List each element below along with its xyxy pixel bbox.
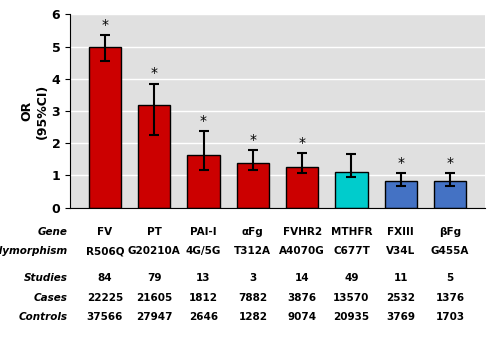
Text: 1812: 1812 [189, 293, 218, 303]
Text: 20935: 20935 [334, 312, 370, 322]
Bar [188, 155, 220, 208]
Text: Gene: Gene [38, 227, 68, 237]
Text: 11: 11 [394, 274, 408, 284]
Text: *: * [398, 156, 404, 170]
Text: Studies: Studies [24, 274, 68, 284]
Text: 4G/5G: 4G/5G [186, 246, 221, 256]
Text: Cases: Cases [34, 293, 68, 303]
Text: *: * [102, 18, 108, 32]
Text: 22225: 22225 [87, 293, 123, 303]
Text: Controls: Controls [19, 312, 68, 322]
Text: *: * [298, 136, 306, 150]
Text: βFg: βFg [439, 227, 461, 237]
Bar [89, 47, 121, 208]
Text: 2532: 2532 [386, 293, 416, 303]
Text: 1703: 1703 [436, 312, 464, 322]
Text: 7882: 7882 [238, 293, 268, 303]
Text: *: * [200, 114, 207, 128]
Text: 13570: 13570 [334, 293, 370, 303]
Text: MTHFR: MTHFR [330, 227, 372, 237]
Text: A4070G: A4070G [280, 246, 325, 256]
Text: 27947: 27947 [136, 312, 172, 322]
Text: V34L: V34L [386, 246, 416, 256]
Text: *: * [446, 156, 454, 170]
Text: PAI-I: PAI-I [190, 227, 217, 237]
Text: 21605: 21605 [136, 293, 172, 303]
Text: 9074: 9074 [288, 312, 316, 322]
Text: Polymorphism: Polymorphism [0, 246, 68, 256]
Text: T312A: T312A [234, 246, 272, 256]
Text: FXIII: FXIII [388, 227, 414, 237]
Y-axis label: OR
(95%CI): OR (95%CI) [21, 83, 49, 139]
Bar [286, 168, 318, 208]
Text: *: * [250, 133, 256, 147]
Text: 1376: 1376 [436, 293, 464, 303]
Text: 3876: 3876 [288, 293, 316, 303]
Text: C677T: C677T [333, 246, 370, 256]
Text: 13: 13 [196, 274, 211, 284]
Bar [138, 105, 170, 208]
Text: 3: 3 [249, 274, 256, 284]
Bar [336, 172, 368, 208]
Text: 3769: 3769 [386, 312, 416, 322]
Text: 2646: 2646 [189, 312, 218, 322]
Text: FV: FV [98, 227, 112, 237]
Text: *: * [150, 66, 158, 80]
Text: PT: PT [147, 227, 162, 237]
Text: αFg: αFg [242, 227, 264, 237]
Text: 84: 84 [98, 274, 112, 284]
Text: FVHR2: FVHR2 [282, 227, 322, 237]
Text: 5: 5 [446, 274, 454, 284]
Text: 1282: 1282 [238, 312, 268, 322]
Text: G20210A: G20210A [128, 246, 180, 256]
Text: G455A: G455A [431, 246, 470, 256]
Bar [434, 181, 466, 208]
Text: 14: 14 [295, 274, 310, 284]
Bar [237, 163, 269, 208]
Bar [385, 181, 417, 208]
Text: 37566: 37566 [86, 312, 123, 322]
Text: R506Q: R506Q [86, 246, 124, 256]
Text: 79: 79 [147, 274, 162, 284]
Text: 49: 49 [344, 274, 358, 284]
